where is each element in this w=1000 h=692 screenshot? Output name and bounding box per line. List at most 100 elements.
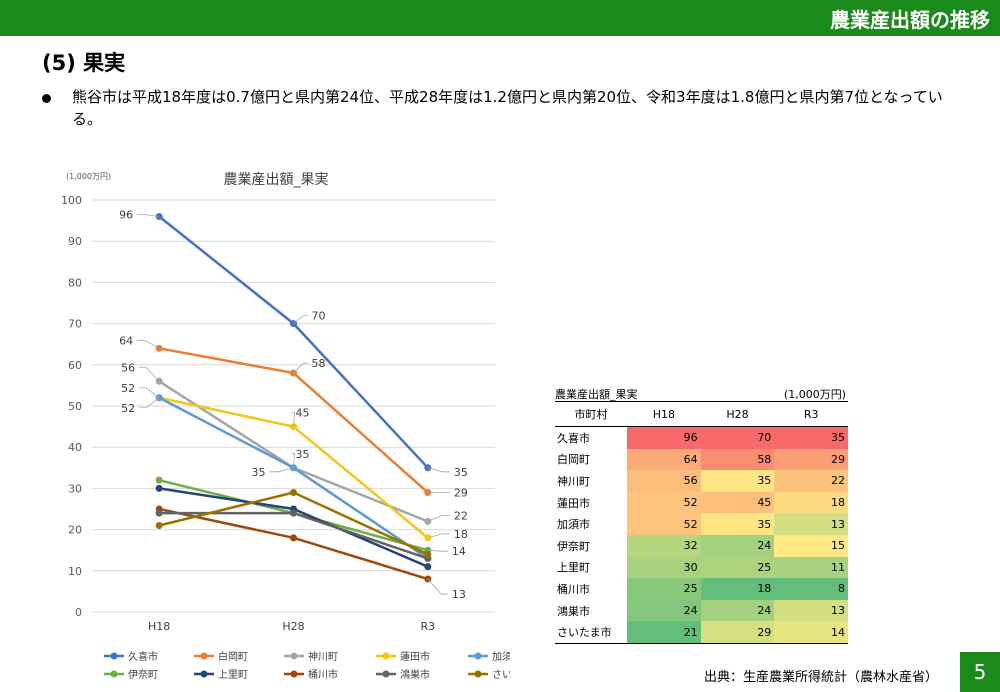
data-point [155, 484, 163, 492]
table-cell-value: 11 [774, 556, 848, 579]
y-tick-label: 10 [68, 565, 82, 578]
legend-marker [290, 670, 298, 678]
table-title: 農業産出額_果実 [555, 388, 638, 401]
series-line [158, 380, 429, 523]
table-cell-municipality: 白岡町 [555, 448, 627, 471]
table-cell-value: 70 [700, 426, 775, 449]
header-bar: 農業産出額の推移 [0, 0, 1000, 36]
legend-label: 桶川市 [308, 668, 338, 681]
legend-marker [200, 652, 208, 660]
source-citation: 出典：生産農業所得統計（農林水産省） [704, 670, 939, 685]
table-row: さいたま市 21 29 14 [555, 621, 848, 644]
table-cell-value: 56 [627, 470, 701, 492]
data-label: 52 [121, 382, 135, 395]
data-label-leader [269, 467, 294, 473]
data-point [290, 489, 297, 497]
legend-marker [200, 670, 208, 678]
legend-marker [382, 670, 390, 678]
table-cell-value: 52 [627, 491, 701, 514]
data-label: 56 [121, 361, 135, 374]
output-table-panel: 農業産出額_果実 (1,000万円) 市町村 H18 H28 R3 久喜市 96 7… [555, 386, 848, 644]
legend-label: 神川町 [308, 650, 338, 663]
legend-marker [474, 670, 482, 678]
x-tick-label: H18 [148, 620, 170, 633]
table-header-line: 農業産出額_果実 (1,000万円) [555, 386, 848, 402]
y-tick-label: 60 [68, 359, 82, 372]
y-axis-tick-labels: 0 10 20 30 40 50 60 70 80 90 100 [61, 194, 82, 619]
table-unit: (1,000万円) [783, 388, 846, 401]
table-cell-value: 29 [700, 621, 775, 644]
data-label-leader [427, 578, 448, 595]
y-tick-label: 80 [68, 276, 82, 289]
table-cell-value: 21 [627, 621, 701, 644]
data-label-leader [293, 315, 308, 324]
table-cell-value: 15 [774, 534, 848, 557]
data-point [155, 476, 163, 484]
data-label: 96 [119, 208, 133, 221]
data-label: 13 [452, 588, 466, 601]
table-cell-municipality: さいたま市 [555, 621, 627, 644]
table-cell-value: 18 [774, 491, 848, 514]
legend-label: 蓮田市 [400, 650, 430, 663]
data-label: 22 [454, 509, 468, 522]
table-row: 伊奈町 32 24 15 [555, 534, 848, 557]
table-cell-municipality: 加須市 [555, 513, 627, 535]
chart-gridlines [92, 199, 495, 613]
data-label: 35 [296, 448, 310, 461]
table-row: 久喜市 96 70 35 [555, 426, 848, 449]
legend-marker [382, 652, 390, 660]
data-label-leader [137, 214, 160, 217]
table-cell-value: 96 [627, 426, 701, 449]
bullet-icon [42, 94, 51, 103]
table-cell-value: 30 [627, 556, 701, 579]
table-cell-value: 25 [627, 578, 701, 600]
table-header-cell: H18 [627, 402, 701, 427]
data-label: 45 [296, 407, 310, 420]
data-label-leader [427, 514, 450, 522]
y-tick-label: 40 [68, 441, 82, 454]
data-point [290, 534, 297, 542]
table-cell-value: 35 [774, 426, 848, 449]
fruit-output-line-chart: (1,000万円) 農業産出額_果実 0 10 20 30 40 50 60 70 80 90 10… [61, 172, 510, 681]
data-point [424, 563, 432, 571]
data-label-leader [427, 549, 448, 552]
x-tick-label: R3 [421, 620, 436, 633]
legend-label: 久喜市 [128, 650, 158, 663]
data-point [424, 550, 432, 558]
y-tick-label: 50 [68, 400, 82, 413]
data-label-leader [139, 366, 160, 382]
table-header-cell: R3 [774, 402, 848, 427]
legend-label: 白岡町 [218, 650, 248, 663]
data-label-leader [427, 533, 450, 539]
data-label: 64 [119, 334, 133, 347]
table-cell-value: 24 [700, 534, 775, 557]
table-row: 桶川市 25 18 8 [555, 578, 848, 600]
table-row: 上里町 30 25 11 [555, 556, 848, 579]
legend-marker [110, 652, 118, 660]
data-label-leader [139, 387, 160, 399]
table-cell-value: 35 [700, 513, 775, 535]
table-cell-municipality: 上里町 [555, 556, 627, 579]
y-tick-label: 20 [68, 524, 82, 537]
table-header-row: 市町村 H18 H28 R3 [555, 402, 848, 427]
table-cell-value: 24 [700, 599, 775, 622]
table-cell-value: 29 [774, 448, 848, 471]
data-point [155, 521, 163, 529]
legend-label: 鴻巣市 [400, 668, 430, 681]
page-number: 5 [960, 652, 1000, 692]
table-cell-value: 14 [774, 621, 848, 644]
data-label: 35 [252, 466, 266, 479]
table-cell-value: 52 [627, 513, 701, 535]
data-label: 18 [454, 528, 468, 541]
table-cell-municipality: 久喜市 [555, 426, 627, 449]
chart-legend: 久喜市 白岡町 神川町 蓮田市 加須市伊奈町 上里町 桶川市 鴻巣市 さいたま市 [104, 650, 510, 681]
table-row: 白岡町 64 58 29 [555, 448, 848, 471]
table-header-cell: H28 [700, 402, 775, 427]
data-label-leader [293, 362, 308, 374]
table-cell-municipality: 鴻巣市 [555, 599, 627, 622]
series-line [158, 215, 429, 469]
data-point [155, 509, 163, 517]
table-cell-value: 25 [700, 556, 775, 579]
output-heatmap-table: 市町村 H18 H28 R3 久喜市 96 70 35 白岡町 64 58 29 神川町 56 35… [555, 402, 848, 644]
table-row: 蓮田市 52 45 18 [555, 491, 848, 514]
